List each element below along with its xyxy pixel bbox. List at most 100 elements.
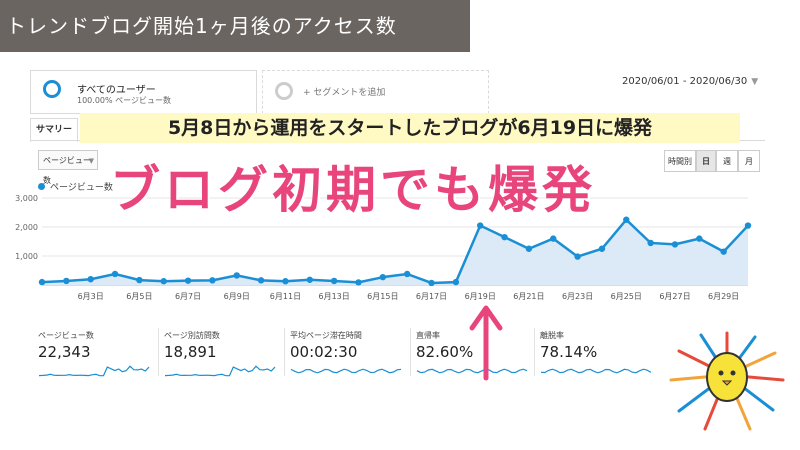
- metric-label: ページ別訪問数: [164, 331, 220, 340]
- x-tick-label: 6月7日: [175, 292, 201, 301]
- add-segment-button[interactable]: + セグメントを追加: [262, 70, 489, 114]
- chick-sticker-icon: [669, 331, 785, 431]
- data-point[interactable]: [87, 276, 94, 283]
- data-point[interactable]: [111, 270, 119, 278]
- data-point[interactable]: [696, 235, 703, 242]
- data-point[interactable]: [160, 278, 167, 285]
- data-point[interactable]: [38, 278, 46, 286]
- period-day-button[interactable]: 日: [696, 150, 716, 172]
- data-point[interactable]: [379, 273, 387, 281]
- x-tick-label: 6月27日: [659, 292, 690, 301]
- sparkline: [38, 365, 150, 377]
- empty-segment-circle-icon: [275, 82, 293, 100]
- data-point[interactable]: [744, 222, 752, 229]
- data-point[interactable]: [306, 276, 313, 283]
- period-hour-button[interactable]: 時間別: [664, 150, 696, 172]
- sparkline: [416, 368, 528, 374]
- date-range-picker[interactable]: 2020/06/01 - 2020/06/30 ▼: [622, 76, 758, 87]
- sparkline: [290, 368, 402, 374]
- x-tick-label: 6月23日: [562, 292, 593, 301]
- data-point[interactable]: [452, 278, 460, 286]
- y-tick-label: 2,000: [15, 223, 38, 232]
- y-tick-label: 3,000: [15, 194, 38, 203]
- sparkline-path: [416, 368, 528, 374]
- metric-separator: [410, 328, 411, 376]
- metric-label: 離脱率: [540, 331, 564, 340]
- data-point[interactable]: [63, 277, 70, 285]
- sparkline: [540, 368, 652, 374]
- sparkline: [164, 365, 276, 377]
- data-point[interactable]: [428, 279, 435, 287]
- sparkline-path: [164, 365, 276, 377]
- sparkline-path: [540, 368, 652, 374]
- data-point[interactable]: [184, 277, 192, 284]
- data-point[interactable]: [282, 278, 289, 285]
- chart-legend: ページビュー数: [38, 180, 113, 193]
- series-line: [41, 217, 749, 285]
- legend-label: ページビュー数: [50, 183, 113, 193]
- data-point[interactable]: [525, 245, 533, 252]
- metric-card[interactable]: ページビュー数 22,343: [38, 326, 156, 378]
- data-point[interactable]: [330, 277, 338, 285]
- data-point[interactable]: [233, 272, 240, 279]
- metric-select[interactable]: ページビュー数 ▼: [38, 150, 98, 185]
- segment-name: すべてのユーザー: [77, 85, 156, 96]
- y-tick-label: 1,000: [15, 252, 38, 261]
- metric-label: ページビュー数: [38, 331, 94, 340]
- metric-separator: [534, 328, 535, 376]
- metric-value: 18,891: [164, 343, 217, 361]
- data-point[interactable]: [257, 277, 265, 284]
- series-area: [42, 219, 748, 285]
- metric-card[interactable]: 平均ページ滞在時間 00:02:30: [290, 326, 408, 378]
- up-arrow-icon: [469, 305, 503, 381]
- metric-value: 00:02:30: [290, 343, 358, 361]
- data-point[interactable]: [501, 233, 508, 241]
- data-point[interactable]: [647, 239, 654, 247]
- metric-value: 78.14%: [540, 343, 598, 361]
- tab-summary[interactable]: サマリー: [30, 118, 78, 143]
- x-tick-label: 6月15日: [367, 292, 398, 301]
- metric-value: 82.60%: [416, 343, 474, 361]
- add-segment-label: + セグメントを追加: [303, 88, 386, 98]
- segment-circle-icon: [43, 80, 61, 98]
- data-point[interactable]: [403, 270, 411, 278]
- metric-card[interactable]: 離脱率 78.14%: [540, 326, 658, 378]
- period-month-button[interactable]: 月: [738, 150, 760, 172]
- legend-dot-icon: [38, 183, 45, 190]
- x-tick-label: 6月5日: [126, 292, 152, 301]
- sparkline-path: [38, 365, 150, 377]
- headline: ブログ初期でも爆発: [110, 161, 596, 219]
- x-tick-label: 6月17日: [416, 292, 447, 301]
- title-banner: トレンドブログ開始1ヶ月後のアクセス数: [0, 0, 470, 52]
- segment-sub: 100.00% ページビュー数: [77, 96, 171, 105]
- period-week-button[interactable]: 週: [716, 150, 738, 172]
- data-point[interactable]: [136, 276, 143, 284]
- data-point[interactable]: [574, 253, 581, 260]
- metric-value: 22,343: [38, 343, 91, 361]
- x-tick-label: 6月19日: [465, 292, 496, 301]
- data-point[interactable]: [550, 235, 557, 242]
- x-tick-label: 6月3日: [78, 292, 104, 301]
- data-point[interactable]: [720, 248, 727, 255]
- data-point[interactable]: [209, 277, 216, 284]
- metric-label: 平均ページ滞在時間: [290, 331, 362, 340]
- metric-separator: [158, 328, 159, 376]
- pageview-chart: 1,000 2,000 3,000 6月3日 6月5日 6月7日 6月9日 6月11日 6月13…: [15, 194, 752, 301]
- x-tick-label: 6月29日: [708, 292, 739, 301]
- metric-select-value: ページビュー数: [43, 156, 91, 185]
- metric-label: 直帰率: [416, 331, 440, 340]
- banner-title: トレンドブログ開始1ヶ月後のアクセス数: [6, 14, 397, 38]
- data-point[interactable]: [671, 241, 679, 248]
- data-point[interactable]: [598, 245, 606, 252]
- data-point[interactable]: [623, 216, 630, 223]
- metric-card[interactable]: 直帰率 82.60%: [416, 326, 534, 378]
- data-point[interactable]: [355, 279, 362, 286]
- metric-card[interactable]: ページ別訪問数 18,891: [164, 326, 282, 378]
- sparkline-path: [290, 368, 402, 374]
- data-point[interactable]: [477, 222, 484, 229]
- caret-down-icon: ▼: [88, 157, 94, 165]
- segment-all-users[interactable]: すべてのユーザー 100.00% ページビュー数: [30, 70, 257, 114]
- metric-separator: [284, 328, 285, 376]
- date-range-text: 2020/06/01 - 2020/06/30: [622, 76, 748, 87]
- annotation-note: 5月8日から運用をスタートしたブログが6月19日に爆発: [80, 113, 740, 143]
